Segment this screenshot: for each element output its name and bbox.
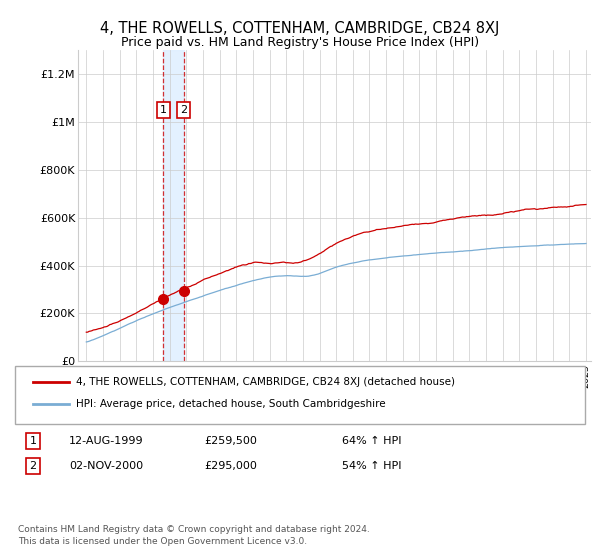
Bar bbox=[163, 50, 184, 361]
Text: Price paid vs. HM Land Registry's House Price Index (HPI): Price paid vs. HM Land Registry's House … bbox=[121, 36, 479, 49]
Text: 54% ↑ HPI: 54% ↑ HPI bbox=[342, 461, 401, 471]
Text: HPI: Average price, detached house, South Cambridgeshire: HPI: Average price, detached house, Sout… bbox=[76, 399, 386, 409]
Text: 2: 2 bbox=[29, 461, 37, 471]
Text: 4, THE ROWELLS, COTTENHAM, CAMBRIDGE, CB24 8XJ (detached house): 4, THE ROWELLS, COTTENHAM, CAMBRIDGE, CB… bbox=[76, 377, 455, 387]
Text: Contains HM Land Registry data © Crown copyright and database right 2024.
This d: Contains HM Land Registry data © Crown c… bbox=[18, 525, 370, 546]
Text: 1: 1 bbox=[29, 436, 37, 446]
Text: 1: 1 bbox=[160, 105, 167, 115]
Text: 02-NOV-2000: 02-NOV-2000 bbox=[69, 461, 143, 471]
Text: 64% ↑ HPI: 64% ↑ HPI bbox=[342, 436, 401, 446]
Text: 4, THE ROWELLS, COTTENHAM, CAMBRIDGE, CB24 8XJ: 4, THE ROWELLS, COTTENHAM, CAMBRIDGE, CB… bbox=[100, 21, 500, 36]
Text: £259,500: £259,500 bbox=[204, 436, 257, 446]
Text: 2: 2 bbox=[180, 105, 187, 115]
Text: 12-AUG-1999: 12-AUG-1999 bbox=[69, 436, 143, 446]
Text: £295,000: £295,000 bbox=[204, 461, 257, 471]
